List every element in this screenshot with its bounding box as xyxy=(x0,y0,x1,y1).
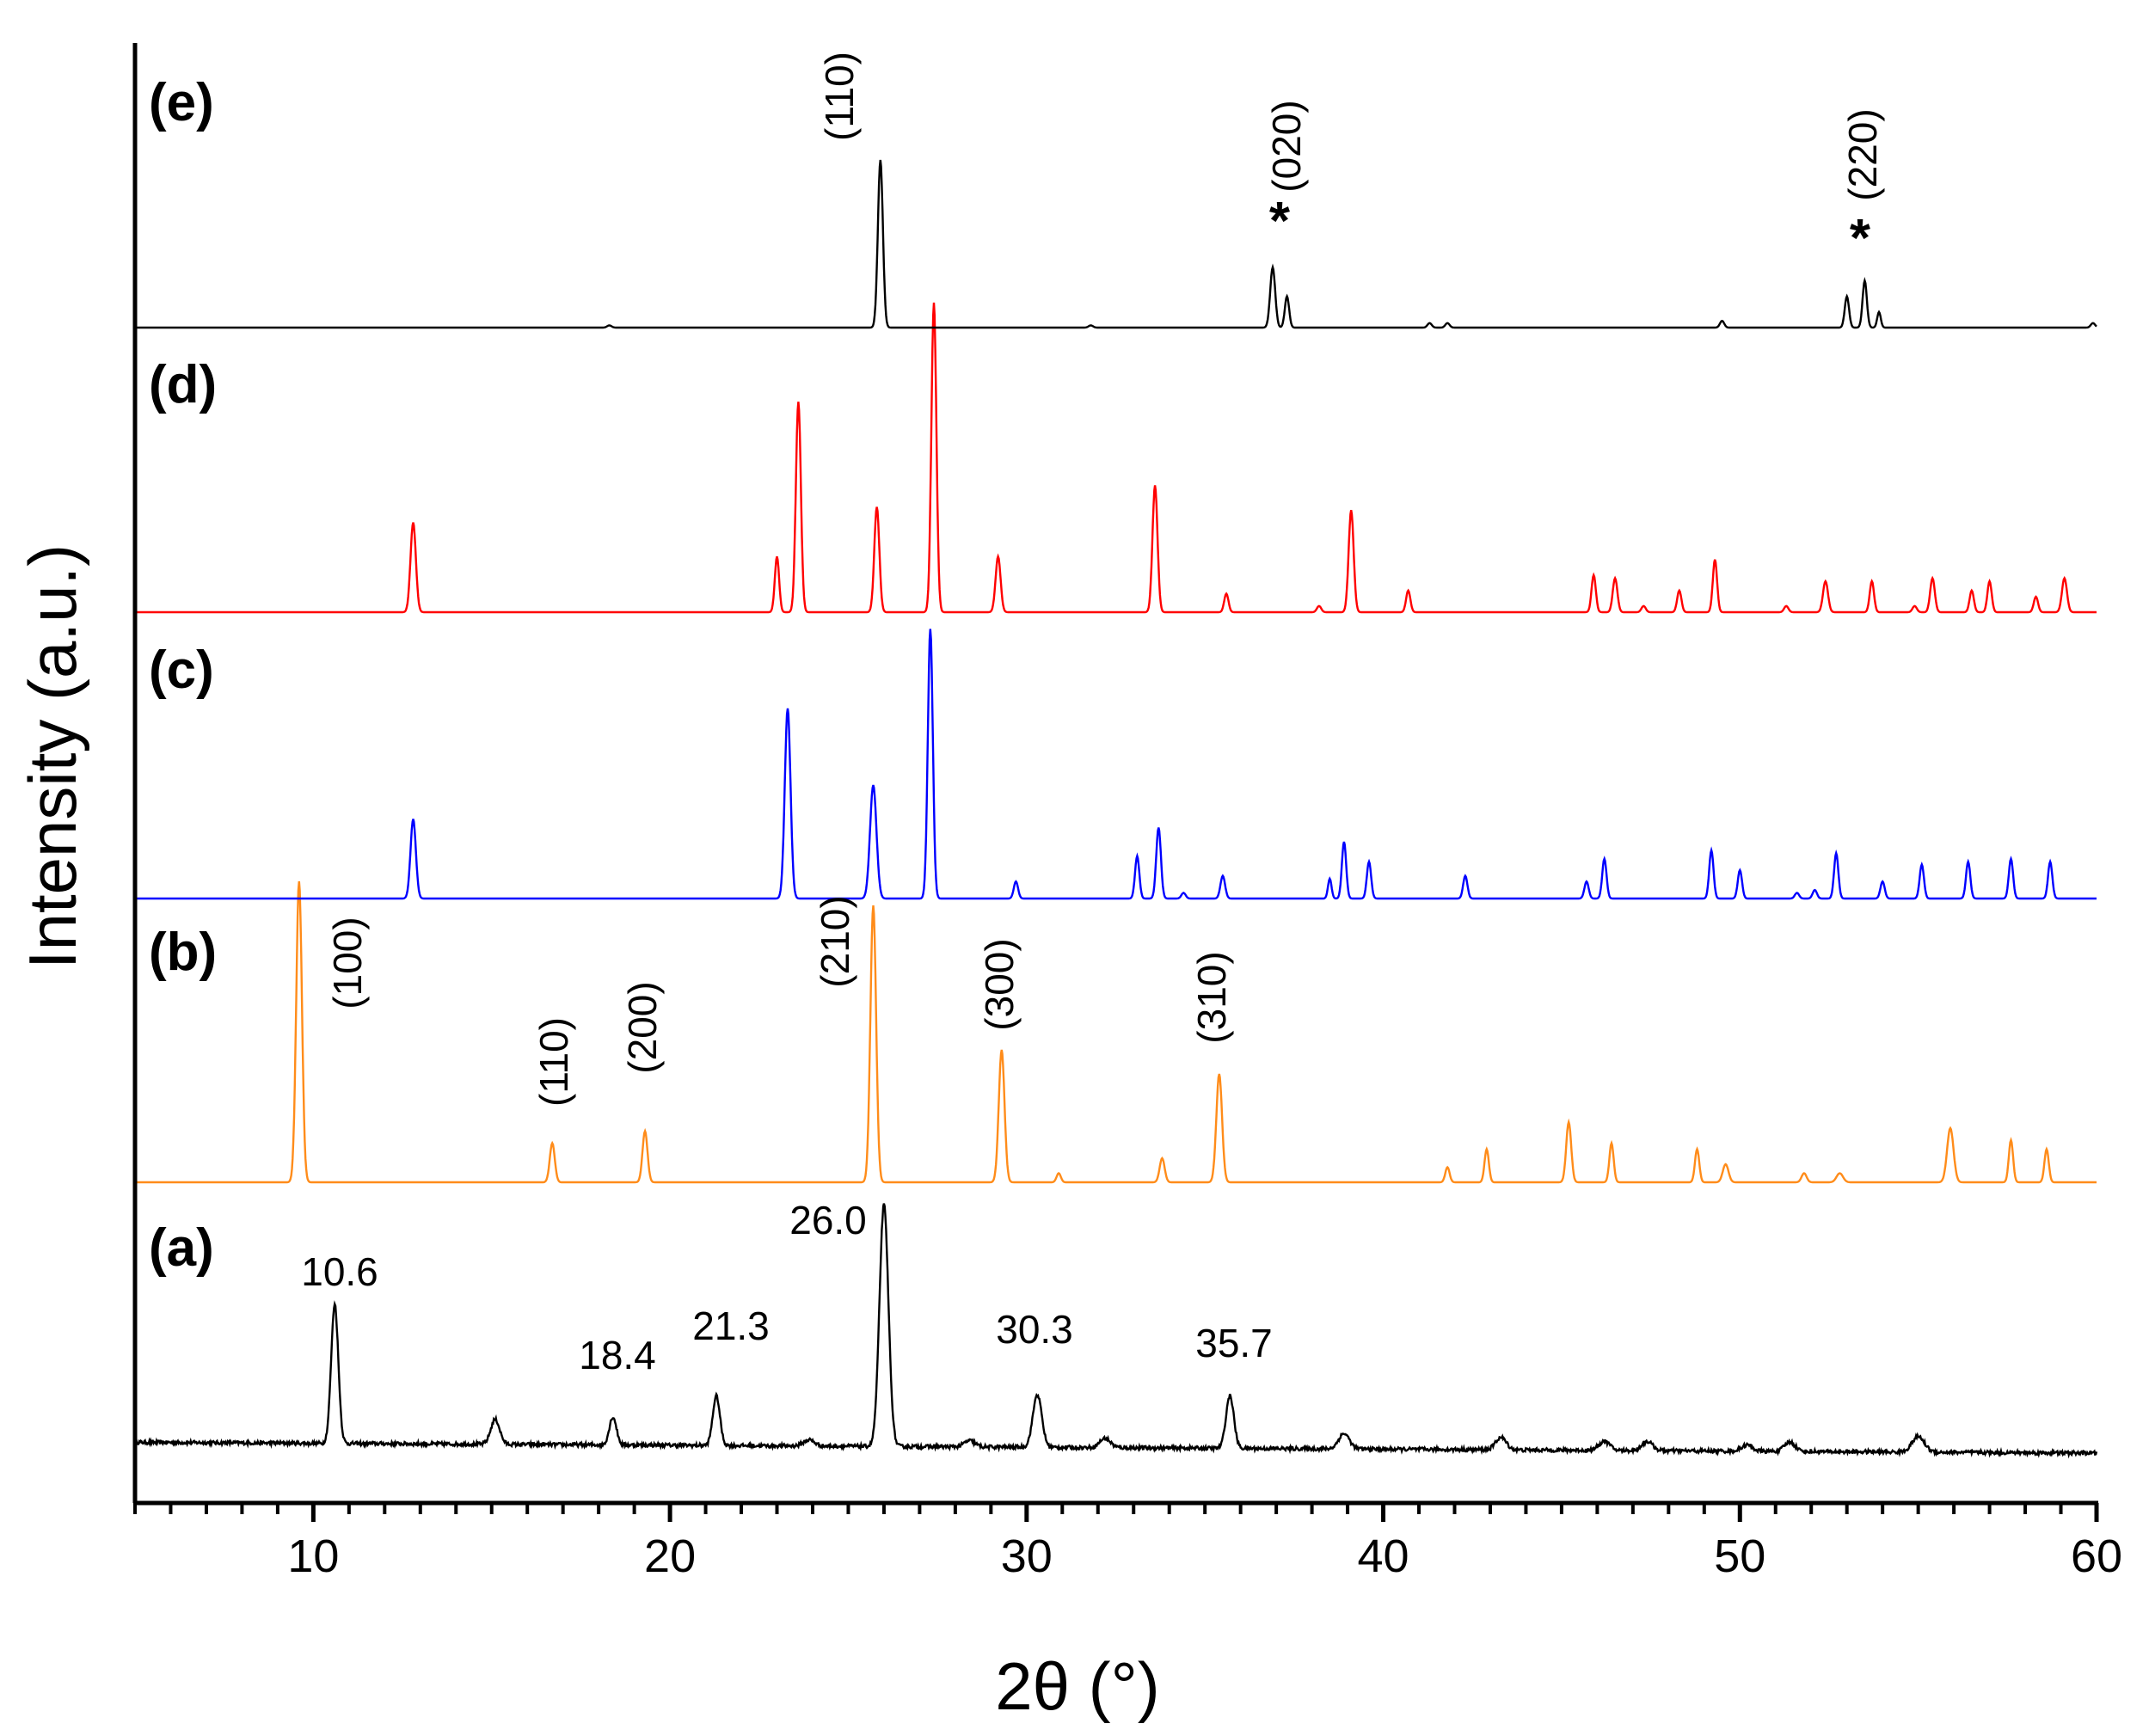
x-tick-label: 20 xyxy=(644,1531,696,1582)
miller-index-b: (210) xyxy=(813,895,857,987)
peak-label-a: 18.4 xyxy=(579,1333,656,1377)
x-tick-label: 30 xyxy=(1001,1531,1053,1582)
pattern-curves xyxy=(133,159,2098,1459)
panel-label-b: (b) xyxy=(149,923,217,982)
star-marker: * xyxy=(1269,192,1291,251)
miller-index-e: (110) xyxy=(817,52,862,141)
peak-label-a: 10.6 xyxy=(301,1249,378,1294)
panel-label-c: (c) xyxy=(149,641,214,700)
miller-index-b: (310) xyxy=(1189,951,1234,1043)
peak-label-a: 30.3 xyxy=(996,1307,1073,1352)
peak-label-a: 35.7 xyxy=(1195,1321,1273,1365)
miller-index-b: (100) xyxy=(325,917,370,1009)
peak-label-a: 26.0 xyxy=(789,1198,867,1242)
miller-index-b: (110) xyxy=(531,1017,576,1107)
y-axis-title: Intensity (a.u.) xyxy=(15,544,90,969)
miller-index-e: (020) xyxy=(1264,100,1309,192)
pattern-curve-a xyxy=(133,1203,2098,1459)
pattern-curve-d xyxy=(135,302,2097,614)
panel-label-d: (d) xyxy=(149,355,217,414)
x-tick-label: 10 xyxy=(287,1531,339,1582)
x-tick-label: 50 xyxy=(1714,1531,1765,1582)
x-tick-label: 40 xyxy=(1358,1531,1409,1582)
peak-annotations: 10.6 18.4 21.3 26.0 30.3 35.7 (100) (110) (200) (… xyxy=(301,52,1885,1377)
axes: 10 20 30 40 50 60 xyxy=(132,43,2122,1582)
panel-labels: (a) (b) (c) (d) (e) xyxy=(149,73,217,1278)
miller-index-b: (200) xyxy=(620,981,665,1073)
panel-label-a: (a) xyxy=(149,1218,214,1278)
miller-index-b: (300) xyxy=(977,938,1022,1030)
panel-label-e: (e) xyxy=(149,73,214,132)
x-tick-label: 60 xyxy=(2071,1531,2122,1582)
x-axis-title: 2θ (°) xyxy=(995,1648,1160,1724)
pattern-curve-c xyxy=(135,629,2097,900)
pattern-curve-b xyxy=(135,880,2097,1184)
peak-label-a: 21.3 xyxy=(692,1304,770,1348)
star-marker: * xyxy=(1850,209,1871,268)
pattern-curve-e xyxy=(135,159,2097,329)
miller-index-e: (220) xyxy=(1840,108,1885,200)
